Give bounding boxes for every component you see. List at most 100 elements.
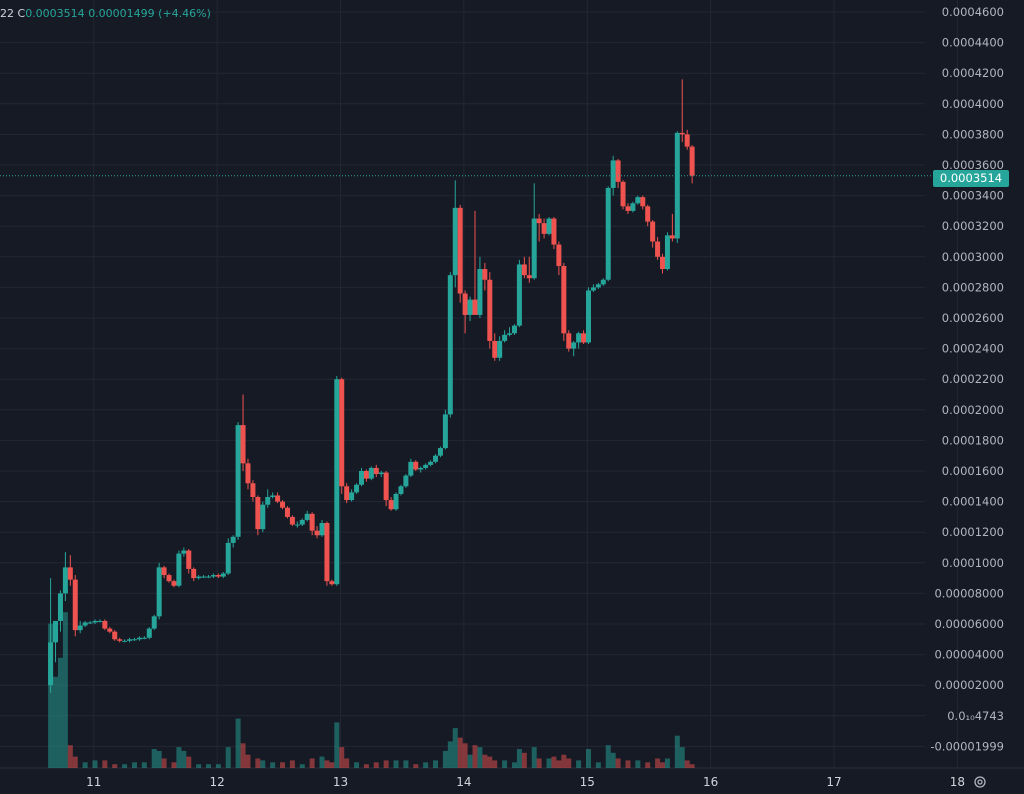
candle[interactable]: [585, 287, 591, 345]
candle[interactable]: [403, 474, 409, 488]
candle[interactable]: [245, 458, 251, 490]
candle[interactable]: [127, 637, 133, 643]
candle[interactable]: [462, 290, 468, 334]
candle[interactable]: [92, 619, 98, 624]
candle[interactable]: [536, 213, 542, 242]
candle[interactable]: [107, 627, 113, 634]
candle[interactable]: [255, 495, 261, 536]
candle[interactable]: [531, 183, 537, 280]
candle[interactable]: [502, 330, 508, 343]
price-axis[interactable]: 0.0004600 0.0004400 0.0004200 0.0004000 0.00…: [930, 5, 1004, 753]
candle[interactable]: [230, 535, 236, 548]
candle[interactable]: [526, 256, 532, 283]
candle[interactable]: [590, 284, 596, 292]
candle[interactable]: [615, 158, 621, 188]
candle[interactable]: [304, 510, 310, 522]
candle[interactable]: [595, 282, 601, 289]
candle[interactable]: [72, 575, 78, 637]
candle[interactable]: [556, 241, 562, 276]
candle[interactable]: [294, 521, 300, 528]
candle[interactable]: [477, 256, 483, 318]
candle[interactable]: [215, 573, 221, 579]
candle[interactable]: [447, 272, 453, 418]
candle[interactable]: [684, 129, 690, 150]
candle[interactable]: [141, 636, 147, 640]
candle[interactable]: [679, 79, 685, 143]
time-axis[interactable]: 11 12 13 14 15 16 17 18: [86, 775, 965, 789]
candle[interactable]: [284, 506, 290, 519]
candle[interactable]: [299, 518, 305, 527]
candle[interactable]: [581, 330, 587, 345]
candles[interactable]: [48, 79, 695, 693]
candle[interactable]: [541, 218, 547, 239]
candle[interactable]: [551, 217, 557, 250]
candle[interactable]: [112, 630, 118, 641]
candle[interactable]: [206, 575, 212, 579]
candle[interactable]: [240, 394, 246, 472]
candle[interactable]: [669, 213, 675, 242]
candle[interactable]: [571, 340, 577, 357]
candle[interactable]: [334, 376, 340, 586]
candle[interactable]: [67, 555, 73, 586]
candle[interactable]: [546, 217, 552, 236]
candle[interactable]: [339, 377, 345, 494]
candle[interactable]: [309, 512, 315, 536]
candle[interactable]: [102, 619, 108, 631]
candle[interactable]: [511, 324, 517, 335]
candle[interactable]: [457, 204, 463, 303]
candle[interactable]: [561, 262, 567, 341]
candle[interactable]: [344, 483, 350, 504]
candle[interactable]: [146, 627, 152, 640]
candle[interactable]: [640, 195, 646, 210]
candle[interactable]: [689, 145, 695, 184]
candle[interactable]: [497, 336, 503, 361]
candle[interactable]: [610, 155, 616, 196]
candle[interactable]: [349, 489, 355, 502]
candle[interactable]: [151, 614, 157, 631]
candle[interactable]: [122, 639, 128, 643]
candle[interactable]: [674, 131, 680, 244]
candle[interactable]: [467, 296, 473, 322]
candle[interactable]: [270, 492, 276, 499]
candle[interactable]: [354, 483, 360, 494]
candle[interactable]: [181, 547, 187, 557]
candle[interactable]: [166, 573, 172, 583]
candle[interactable]: [176, 550, 182, 588]
candle[interactable]: [77, 620, 83, 634]
candle[interactable]: [452, 180, 458, 288]
candle[interactable]: [625, 203, 631, 214]
candle[interactable]: [186, 549, 192, 574]
candle[interactable]: [423, 463, 429, 470]
candle[interactable]: [433, 454, 439, 464]
candle[interactable]: [363, 469, 369, 482]
candle[interactable]: [289, 515, 295, 527]
candle[interactable]: [378, 471, 384, 478]
candle[interactable]: [418, 466, 424, 473]
candle[interactable]: [492, 333, 498, 361]
candle[interactable]: [442, 409, 448, 450]
candle[interactable]: [620, 180, 626, 210]
candle[interactable]: [635, 195, 641, 205]
candle[interactable]: [329, 579, 335, 586]
candle[interactable]: [53, 620, 59, 663]
candle[interactable]: [117, 637, 123, 643]
candle[interactable]: [388, 497, 394, 511]
candle[interactable]: [660, 253, 666, 274]
candle[interactable]: [324, 521, 330, 586]
candle[interactable]: [521, 256, 527, 279]
candle[interactable]: [630, 201, 636, 213]
candle[interactable]: [156, 562, 162, 620]
candle[interactable]: [664, 232, 670, 271]
candle[interactable]: [472, 210, 478, 315]
candle[interactable]: [398, 484, 404, 496]
candle[interactable]: [393, 492, 399, 511]
candle[interactable]: [82, 620, 88, 628]
candle[interactable]: [210, 573, 216, 579]
candle[interactable]: [576, 331, 582, 349]
settings-gear-icon[interactable]: [972, 774, 988, 790]
candle[interactable]: [191, 567, 197, 582]
candle[interactable]: [650, 220, 656, 248]
candle[interactable]: [196, 575, 202, 580]
candle[interactable]: [605, 186, 611, 282]
